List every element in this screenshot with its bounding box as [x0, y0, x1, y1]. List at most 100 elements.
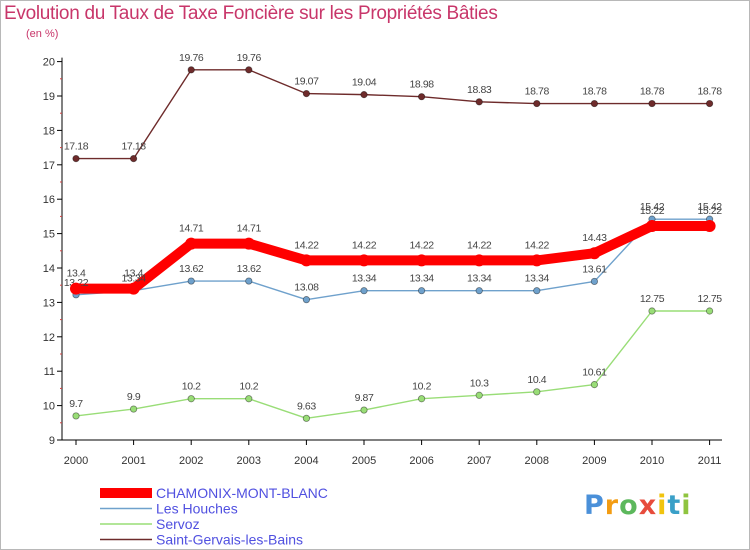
data-label-servoz: 10.2	[239, 381, 258, 393]
data-label-servoz: 10.4	[527, 374, 546, 386]
data-point-chamonix-mont-blanc	[185, 237, 198, 250]
logo-letter: i	[657, 490, 668, 521]
data-label-les-houches: 13.61	[582, 263, 607, 275]
data-label-servoz: 9.87	[355, 392, 374, 404]
data-label-saint-gervais-les-bains: 17.18	[121, 141, 146, 153]
data-label-chamonix-mont-blanc: 14.22	[409, 239, 434, 251]
data-point-servoz	[417, 395, 426, 403]
data-label-les-houches: 15.42	[697, 201, 722, 213]
data-point-chamonix-mont-blanc	[70, 282, 82, 295]
logo-letter: x	[638, 490, 658, 521]
data-point-servoz	[590, 381, 599, 389]
data-point-saint-gervais-les-bains	[590, 99, 599, 108]
data-point-servoz	[648, 307, 656, 315]
data-label-chamonix-mont-blanc: 14.22	[467, 239, 492, 251]
legend-label-les-houches: Les Houches	[156, 501, 238, 517]
data-label-saint-gervais-les-bains: 18.78	[525, 86, 550, 98]
data-point-saint-gervais-les-bains	[533, 99, 541, 108]
data-label-les-houches: 13.34	[409, 273, 434, 285]
data-point-saint-gervais-les-bains	[360, 91, 368, 99]
data-label-servoz: 12.75	[697, 293, 722, 305]
data-label-chamonix-mont-blanc: 14.71	[179, 223, 204, 235]
x-tick-label: 2003	[237, 455, 261, 467]
data-point-les-houches	[360, 287, 368, 295]
data-point-chamonix-mont-blanc	[473, 254, 486, 267]
y-axis-unit: (en %)	[26, 28, 59, 40]
x-tick-label: 2004	[294, 455, 318, 467]
x-tick-label: 2000	[64, 455, 88, 467]
data-point-chamonix-mont-blanc	[127, 282, 140, 295]
data-point-saint-gervais-les-bains	[187, 66, 195, 74]
data-label-saint-gervais-les-bains: 19.76	[237, 52, 262, 64]
data-point-les-houches	[475, 287, 483, 295]
data-point-saint-gervais-les-bains	[130, 155, 138, 163]
y-tick-label: 13	[43, 297, 55, 309]
data-label-les-houches: 13.62	[179, 263, 204, 275]
data-label-saint-gervais-les-bains: 18.78	[697, 86, 722, 98]
x-tick-label: 2009	[582, 455, 606, 467]
data-point-saint-gervais-les-bains	[705, 99, 714, 108]
data-point-servoz	[475, 391, 483, 399]
data-point-saint-gervais-les-bains	[648, 99, 656, 108]
data-label-les-houches: 13.34	[525, 273, 550, 285]
data-label-saint-gervais-les-bains: 17.18	[64, 141, 89, 153]
x-tick-label: 2006	[409, 455, 433, 467]
data-point-saint-gervais-les-bains	[72, 155, 80, 163]
data-point-chamonix-mont-blanc	[415, 254, 428, 267]
data-point-servoz	[187, 395, 195, 403]
y-tick-label: 9	[49, 435, 55, 447]
series-line-servoz	[75, 310, 711, 420]
data-label-servoz: 10.2	[182, 381, 201, 393]
data-label-les-houches: 13.34	[121, 273, 146, 285]
y-tick-label: 14	[43, 263, 55, 275]
data-point-saint-gervais-les-bains	[245, 66, 253, 74]
data-label-chamonix-mont-blanc: 15.22	[697, 205, 722, 217]
legend-label-chamonix-mont-blanc: CHAMONIX-MONT-BLANC	[156, 485, 328, 501]
data-point-les-houches	[417, 287, 426, 295]
data-label-saint-gervais-les-bains: 18.98	[409, 79, 434, 91]
data-label-saint-gervais-les-bains: 19.76	[179, 52, 204, 64]
data-label-saint-gervais-les-bains: 18.78	[582, 86, 607, 98]
x-tick-label: 2011	[698, 455, 722, 467]
data-label-les-houches: 13.08	[294, 282, 319, 294]
data-label-servoz: 9.7	[69, 398, 83, 410]
data-label-chamonix-mont-blanc: 14.22	[352, 239, 377, 251]
data-point-servoz	[533, 388, 541, 396]
data-label-chamonix-mont-blanc: 15.22	[640, 205, 665, 217]
data-point-chamonix-mont-blanc	[300, 254, 313, 267]
data-label-les-houches: 13.34	[352, 273, 377, 285]
data-label-servoz: 9.9	[127, 391, 141, 403]
data-point-les-houches	[533, 287, 541, 295]
data-point-les-houches	[590, 277, 599, 286]
data-label-chamonix-mont-blanc: 14.22	[525, 239, 550, 251]
data-point-servoz	[245, 395, 253, 403]
proxiti-logo: Proxiti	[584, 490, 692, 521]
data-label-servoz: 9.63	[297, 400, 316, 412]
data-point-chamonix-mont-blanc	[358, 254, 370, 267]
data-point-saint-gervais-les-bains	[475, 98, 483, 106]
logo-letter: P	[584, 490, 605, 521]
x-tick-label: 2007	[467, 455, 491, 467]
data-label-saint-gervais-les-bains: 18.78	[640, 86, 665, 98]
logo-letter: o	[619, 490, 639, 521]
y-tick-label: 12	[43, 332, 55, 344]
series-line-chamonix-mont-blanc	[71, 221, 715, 294]
data-point-les-houches	[245, 277, 253, 285]
y-tick-label: 20	[43, 57, 55, 69]
data-label-les-houches: 13.34	[467, 273, 492, 285]
data-label-saint-gervais-les-bains: 19.07	[294, 76, 319, 88]
y-tick-label: 19	[43, 91, 55, 103]
data-point-servoz	[705, 307, 714, 315]
y-tick-label: 10	[43, 401, 55, 413]
data-label-chamonix-mont-blanc: 13.4	[124, 268, 143, 280]
x-tick-label: 2008	[525, 455, 549, 467]
legend-label-saint-gervais-les-bains: Saint-Gervais-les-Bains	[156, 532, 303, 548]
data-point-chamonix-mont-blanc	[242, 237, 255, 250]
data-point-les-houches	[187, 277, 195, 285]
data-point-servoz	[130, 405, 138, 413]
data-point-chamonix-mont-blanc	[703, 220, 716, 233]
data-point-saint-gervais-les-bains	[417, 93, 426, 101]
data-label-servoz: 12.75	[640, 293, 665, 305]
x-tick-label: 2010	[640, 455, 664, 467]
